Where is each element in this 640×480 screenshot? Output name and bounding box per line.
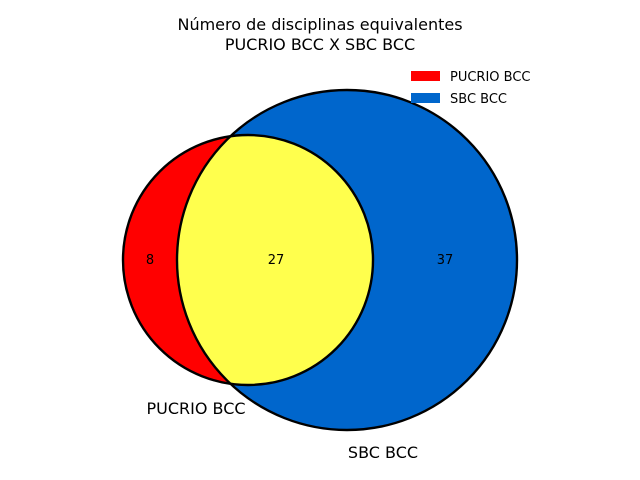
venn-regions (121, 88, 519, 432)
legend-label-sbc: SBC BCC (450, 92, 507, 107)
set-b-label: SBC BCC (348, 443, 418, 462)
intersection-count: 27 (268, 253, 285, 268)
chart-title-line1: Número de disciplinas equivalentes (177, 15, 462, 34)
set-b-outline (175, 88, 519, 432)
intersection-region (177, 135, 373, 385)
legend-swatch-sbc (411, 93, 440, 103)
legend-label-pucrio: PUCRIO BCC (450, 70, 531, 85)
legend: PUCRIO BCC SBC BCC (411, 70, 531, 107)
set-a-label: PUCRIO BCC (146, 399, 245, 418)
set-b-only-count: 37 (437, 253, 454, 268)
set-a-outline (121, 133, 375, 387)
chart-title-line2: PUCRIO BCC X SBC BCC (225, 35, 415, 54)
set-a-only-count: 8 (146, 253, 154, 268)
legend-swatch-pucrio (411, 71, 440, 81)
